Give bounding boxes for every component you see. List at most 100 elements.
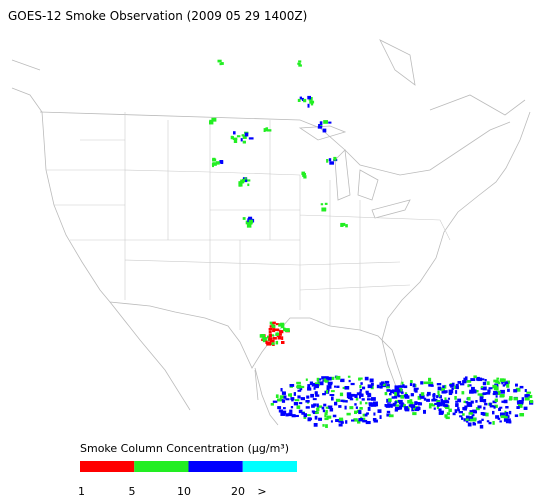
smoke-pixel [384,404,387,407]
smoke-pixel [384,392,388,396]
smoke-pixel [281,336,284,340]
smoke-pixel [466,419,469,423]
smoke-pixel [501,378,506,383]
smoke-pixel [423,381,429,385]
smoke-pixel [487,389,491,393]
smoke-pixel [284,328,290,333]
smoke-pixel [326,415,332,419]
smoke-pixel [248,219,253,224]
smoke-pixel [434,398,438,402]
smoke-pixel [498,407,502,412]
smoke-pixel [266,342,272,346]
smoke-pixel [367,407,371,411]
smoke-pixel [463,400,466,404]
smoke-pixel [236,135,241,138]
smoke-pixel [340,399,344,402]
smoke-pixel [317,126,323,129]
smoke-pixel [219,160,224,164]
smoke-pixel [373,412,376,416]
smoke-pixel [367,398,371,401]
smoke-pixel [458,411,463,414]
smoke-pixel [440,398,443,403]
smoke-pixel [338,405,342,408]
smoke-pixel [269,341,272,345]
smoke-pixel [464,408,467,411]
canada-border [39,111,511,176]
smoke-pixel [332,414,337,418]
smoke-pixel [270,339,275,343]
smoke-pixel [507,388,510,392]
smoke-pixel [469,416,473,420]
smoke-pixel [313,387,316,390]
smoke-pixel [323,120,328,124]
smoke-pixel [492,384,497,389]
smoke-pixel [347,392,352,397]
smoke-pixel [436,383,442,386]
smoke-pixel [413,387,419,390]
smoke-pixel [414,388,418,393]
smoke-pixel [372,418,377,421]
smoke-pixel [324,412,328,416]
smoke-pixel [505,406,509,409]
smoke-pixel [525,394,530,397]
smoke-pixel [278,323,281,327]
smoke-pixel [242,140,246,144]
smoke-pixel [431,404,436,407]
smoke-pixel [310,393,315,398]
smoke-pixel [379,415,382,419]
smoke-pixel [240,138,243,142]
smoke-pixel [307,95,312,100]
smoke-pixel [500,412,505,417]
smoke-pixel [505,419,509,424]
smoke-pixel [386,410,391,413]
smoke-pixel [277,398,282,402]
smoke-pixel [394,385,399,390]
smoke-pixel [268,333,272,338]
smoke-pixel [465,401,469,404]
smoke-pixel [283,327,286,332]
smoke-pixel [397,395,402,398]
smoke-pixel [513,397,519,401]
smoke-pixel [369,378,374,383]
smoke-pixel [431,398,437,402]
florida-south [254,367,279,426]
smoke-pixel [358,410,362,415]
smoke-pixel [492,421,495,425]
smoke-pixel [307,384,311,388]
smoke-pixel [517,402,520,405]
smoke-pixel [326,159,329,163]
smoke-pixel [409,401,414,405]
smoke-pixel [461,417,464,420]
smoke-pixel [296,405,301,409]
smoke-pixel [420,392,425,396]
smoke-pixel [446,412,451,416]
smoke-pixel [493,405,496,409]
smoke-pixel [245,179,248,183]
smoke-pixel [411,407,415,412]
smoke-pixel [450,384,454,388]
smoke-pixel [455,400,459,403]
smoke-pixel [298,402,303,405]
smoke-pixel [480,412,485,416]
smoke-pixel [316,377,320,382]
smoke-pixel [351,419,355,422]
smoke-pixel [366,392,371,395]
smoke-pixel [373,419,378,423]
smoke-pixel [524,397,530,401]
smoke-pixel [494,404,498,408]
smoke-pixel [314,391,318,395]
smoke-pixel [324,417,329,421]
map-title: GOES-12 Smoke Observation (2009 05 29 14… [8,9,307,23]
smoke-pixel [393,395,398,399]
smoke-pixel [496,390,501,394]
smoke-pixel [279,395,285,399]
smoke-pixel [272,321,276,324]
smoke-pixel [489,402,492,406]
smoke-pixel [358,378,361,381]
smoke-pixel [242,217,246,220]
smoke-pixel [483,406,486,410]
smoke-pixel [442,404,448,407]
smoke-pixel [318,124,321,127]
smoke-pixel [335,419,340,423]
legend-swatch [242,461,297,472]
